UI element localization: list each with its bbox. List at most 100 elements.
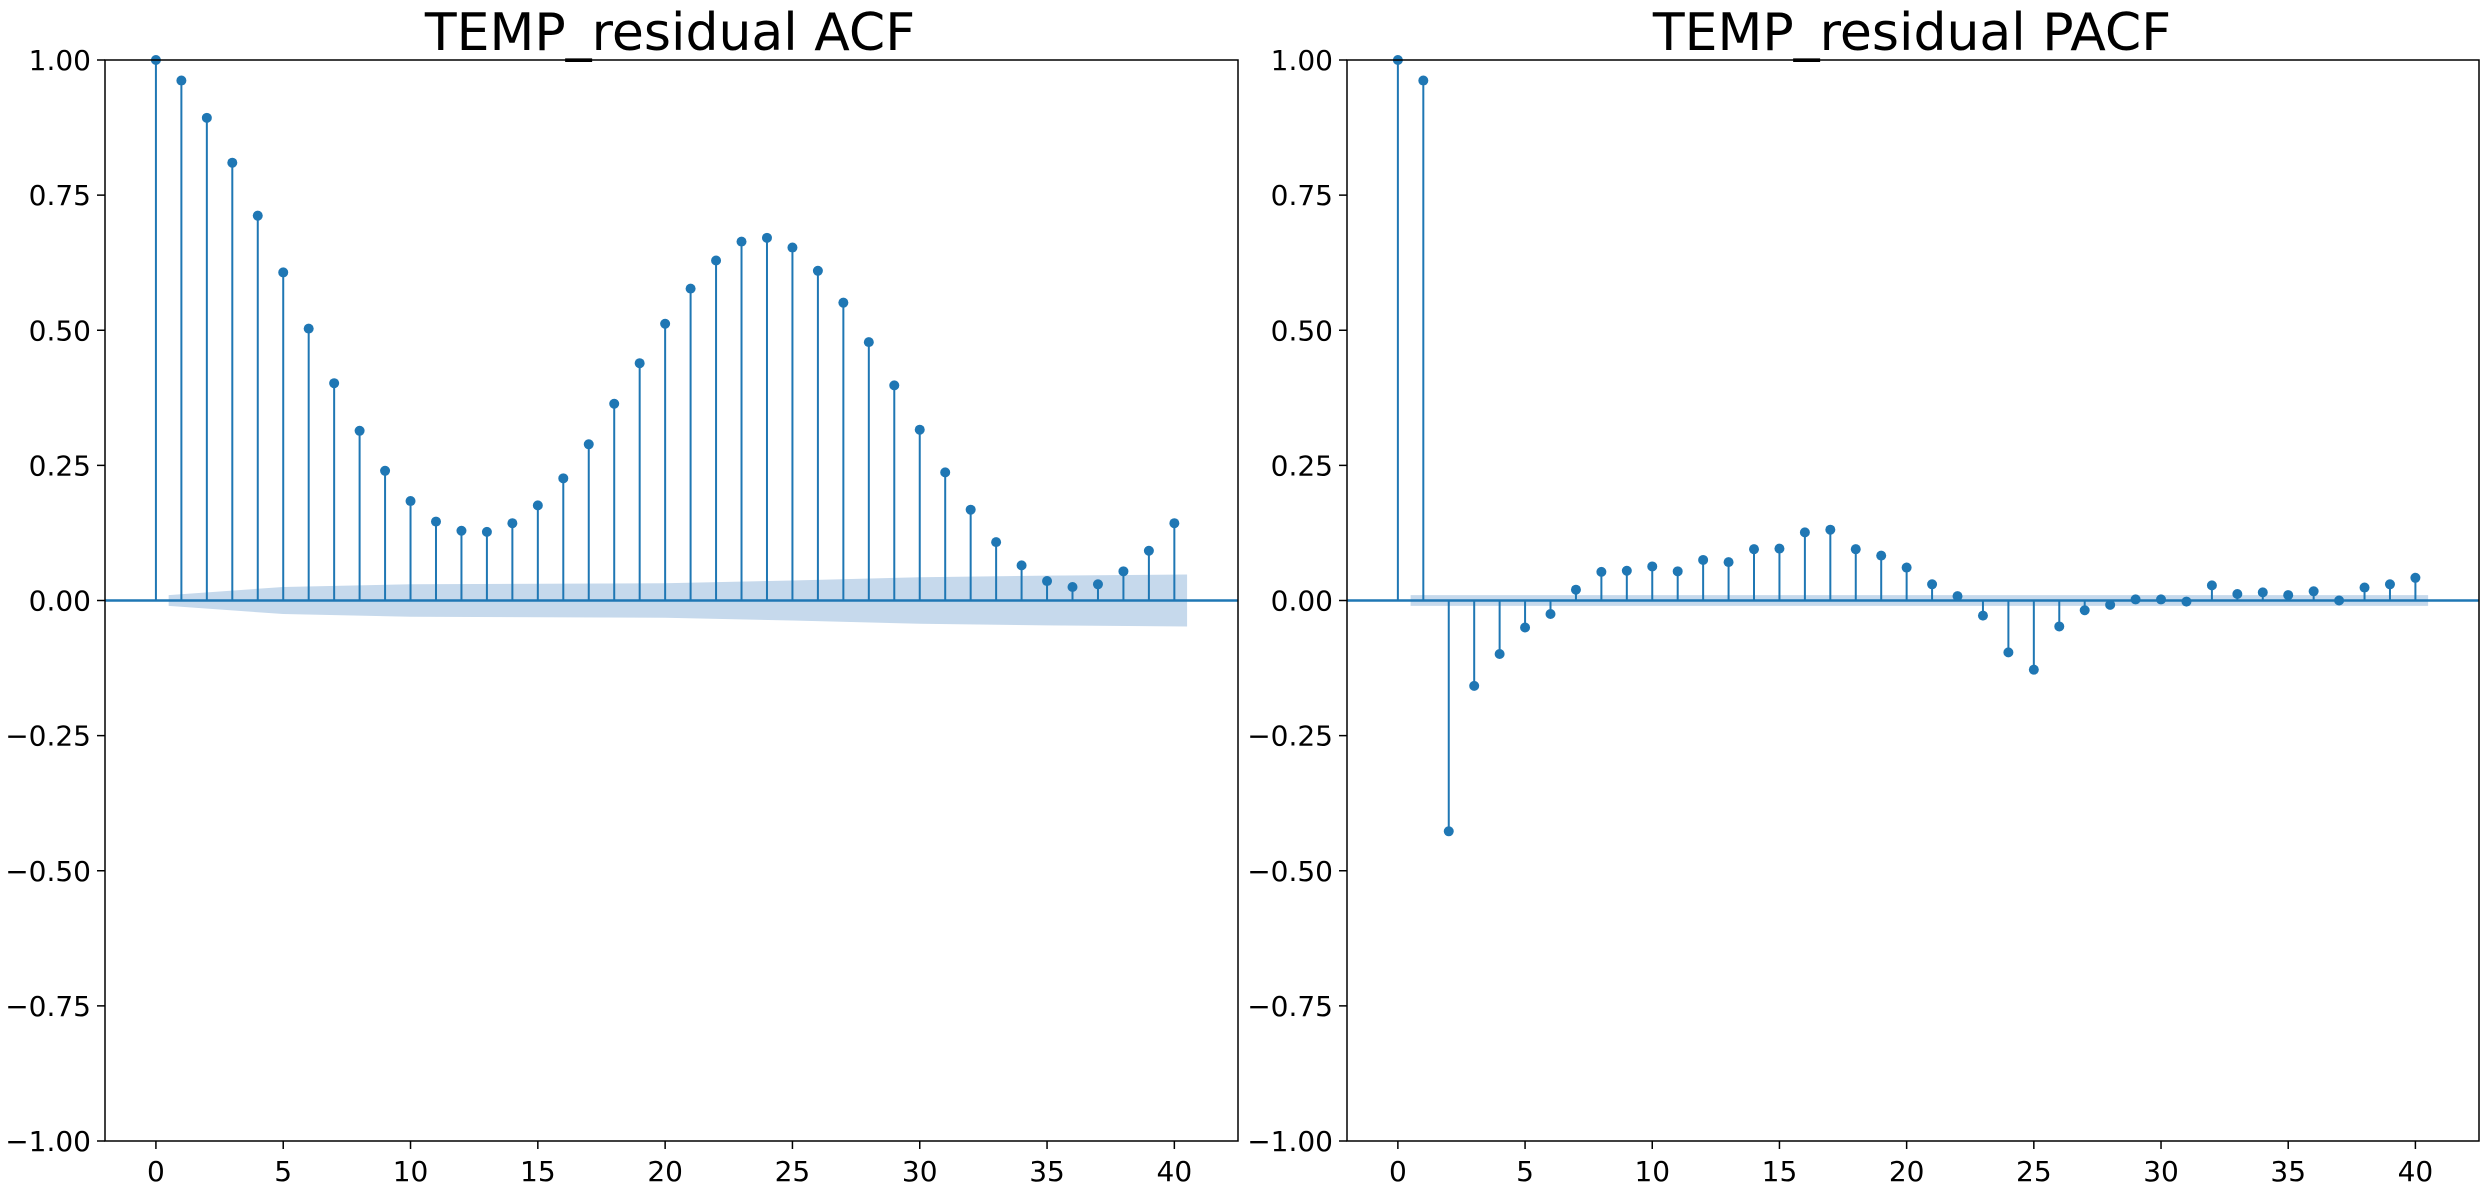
acf-ytick-label-2: −0.50 (5, 855, 91, 888)
acf-point-lag-10 (405, 496, 416, 507)
acf-xtick-label-15: 15 (520, 1155, 556, 1188)
acf-xtick-label-30: 30 (902, 1155, 938, 1188)
acf-point-lag-15 (532, 500, 543, 511)
acf-point-lag-20 (660, 318, 671, 329)
pacf-point-lag-14 (1749, 544, 1760, 555)
pacf-point-lag-10 (1647, 561, 1658, 572)
acf-ytick-label-0: −1.00 (5, 1125, 91, 1158)
acf-point-lag-24 (761, 232, 772, 243)
pacf-point-lag-21 (1927, 579, 1938, 590)
pacf-point-lag-20 (1901, 562, 1912, 573)
acf-point-lag-14 (507, 518, 518, 529)
acf-point-lag-25 (787, 242, 798, 253)
pacf-ytick-label-8: 1.00 (1271, 44, 1333, 77)
acf-ytick-label-5: 0.25 (29, 449, 91, 482)
pacf-point-lag-18 (1850, 544, 1861, 555)
acf-xtick-label-40: 40 (1157, 1155, 1193, 1188)
pacf-point-lag-22 (1952, 591, 1963, 602)
pacf-ytick-label-1: −0.75 (1247, 990, 1333, 1023)
acf-point-lag-32 (965, 504, 976, 515)
pacf-point-lag-33 (2232, 589, 2243, 600)
acf-point-lag-7 (329, 378, 340, 389)
pacf-ytick-label-5: 0.25 (1271, 449, 1333, 482)
pacf-point-lag-6 (1545, 609, 1556, 620)
pacf-point-lag-7 (1570, 584, 1581, 595)
acf-point-lag-4 (252, 210, 263, 221)
pacf-ytick-label-3: −0.25 (1247, 720, 1333, 753)
acf-point-lag-16 (558, 473, 569, 484)
acf-chart-title: TEMP_residual ACF (424, 3, 915, 63)
acf-point-lag-40 (1169, 518, 1180, 529)
pacf-point-lag-15 (1774, 543, 1785, 554)
acf-xtick-label-35: 35 (1029, 1155, 1065, 1188)
pacf-ytick-label-0: −1.00 (1247, 1125, 1333, 1158)
pacf-point-lag-38 (2359, 582, 2370, 593)
pacf-point-lag-11 (1672, 566, 1683, 577)
acf-point-lag-6 (303, 323, 314, 334)
pacf-ytick-label-7: 0.75 (1271, 179, 1333, 212)
acf-ytick-label-6: 0.50 (29, 314, 91, 347)
pacf-xtick-label-0: 0 (1389, 1155, 1407, 1188)
pacf-point-lag-25 (2028, 664, 2039, 675)
acf-ytick-label-7: 0.75 (29, 179, 91, 212)
pacf-xtick-label-25: 25 (2016, 1155, 2052, 1188)
acf-xtick-label-10: 10 (393, 1155, 429, 1188)
acf-point-lag-17 (583, 439, 594, 450)
pacf-point-lag-1 (1418, 75, 1429, 86)
pacf-point-lag-2 (1443, 826, 1454, 837)
acf-point-lag-19 (634, 358, 645, 369)
pacf-chart-title: TEMP_residual PACF (1652, 3, 2171, 63)
pacf-point-lag-3 (1469, 680, 1480, 691)
pacf-point-lag-5 (1520, 622, 1531, 633)
acf-ytick-label-8: 1.00 (29, 44, 91, 77)
pacf-xtick-label-40: 40 (2398, 1155, 2434, 1188)
acf-point-lag-36 (1067, 581, 1078, 592)
acf-point-lag-33 (991, 537, 1002, 548)
pacf-xtick-label-30: 30 (2143, 1155, 2179, 1188)
pacf-point-lag-35 (2283, 590, 2294, 601)
acf-point-lag-22 (711, 255, 722, 266)
acf-point-lag-21 (685, 283, 696, 294)
acf-point-lag-11 (430, 516, 441, 527)
acf-ytick-label-3: −0.25 (5, 720, 91, 753)
acf-point-lag-5 (278, 267, 289, 278)
acf-point-lag-29 (889, 380, 900, 391)
pacf-point-lag-28 (2105, 599, 2116, 610)
acf-ytick-label-1: −0.75 (5, 990, 91, 1023)
acf-point-lag-28 (863, 337, 874, 348)
pacf-point-lag-34 (2257, 587, 2268, 598)
pacf-xtick-label-20: 20 (1889, 1155, 1925, 1188)
acf-plot-area: 0 5 10 15 20 25 30 35 40 −1.00 −0.75 −0.50 −0.25 0.00… (5, 44, 1239, 1188)
pacf-point-lag-13 (1723, 557, 1734, 568)
acf-panel: TEMP_residual ACF 0 5 10 15 20 25 30 35 40 −1.00 −… (5, 3, 1239, 1188)
pacf-point-lag-4 (1494, 649, 1505, 660)
acf-point-lag-3 (227, 157, 238, 168)
pacf-point-lag-40 (2410, 572, 2421, 583)
acf-point-lag-35 (1042, 576, 1053, 587)
pacf-point-lag-27 (2079, 605, 2090, 616)
acf-point-lag-9 (380, 465, 391, 476)
pacf-xtick-label-35: 35 (2270, 1155, 2306, 1188)
pacf-ytick-label-6: 0.50 (1271, 314, 1333, 347)
pacf-point-lag-39 (2384, 579, 2395, 590)
acf-point-lag-13 (481, 526, 492, 537)
pacf-point-lag-36 (2308, 586, 2319, 597)
acf-point-lag-8 (354, 425, 365, 436)
acf-point-lag-23 (736, 236, 747, 247)
acf-point-lag-37 (1092, 579, 1103, 590)
pacf-plot-area: 0 5 10 15 20 25 30 35 40 −1.00 −0.75 −0.50 −0.25 0.00… (1247, 44, 2480, 1188)
pacf-point-lag-9 (1621, 565, 1632, 576)
pacf-ytick-label-4: 0.00 (1271, 585, 1333, 618)
pacf-point-lag-16 (1799, 527, 1810, 538)
pacf-point-lag-12 (1698, 554, 1709, 565)
acf-xtick-label-20: 20 (647, 1155, 683, 1188)
acf-point-lag-1 (176, 75, 187, 86)
acf-xtick-label-25: 25 (775, 1155, 811, 1188)
acf-point-lag-2 (201, 112, 212, 123)
acf-ytick-label-4: 0.00 (29, 585, 91, 618)
acf-point-lag-18 (609, 398, 620, 409)
pacf-xtick-label-15: 15 (1762, 1155, 1798, 1188)
acf-xtick-label-0: 0 (147, 1155, 165, 1188)
acf-point-lag-30 (914, 424, 925, 435)
